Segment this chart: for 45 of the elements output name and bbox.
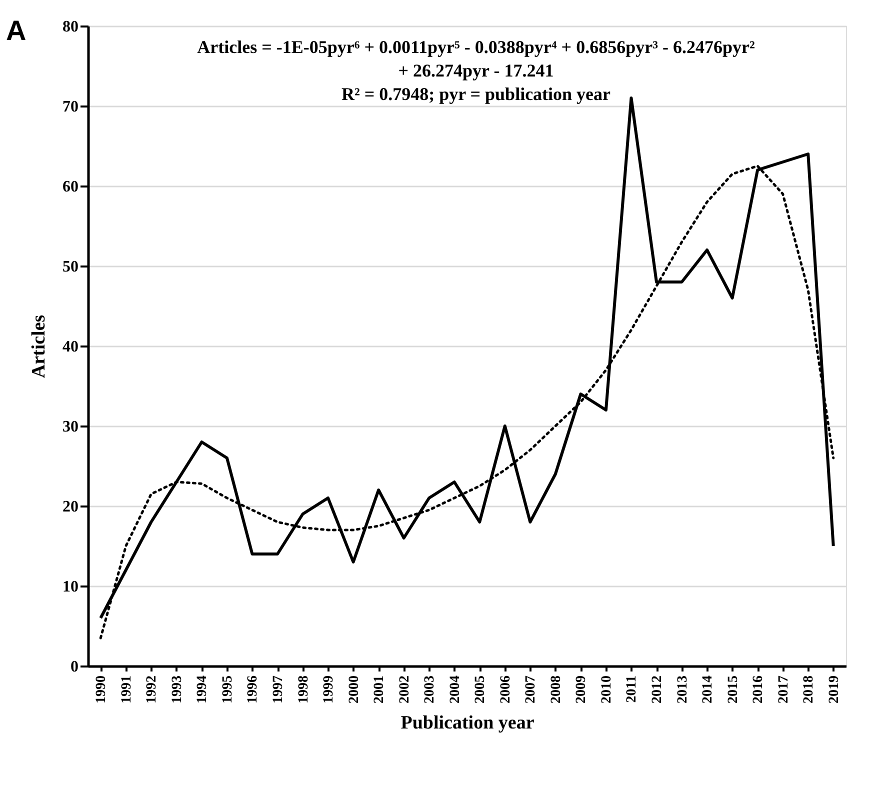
y-tick-label: 0 xyxy=(70,658,78,676)
x-tick-label: 1999 xyxy=(322,676,337,704)
x-tick-label: 2006 xyxy=(498,676,514,704)
annotation: Articles = -1E-05pyr⁶ + 0.0011pyr⁵ - 0.0388pyr⁴ + 0.6856pyr³ - 6.2476pyr² xyxy=(197,37,755,57)
y-tick-label: 40 xyxy=(62,338,78,356)
x-tick-label: 2009 xyxy=(574,676,590,704)
x-tick-label: 2012 xyxy=(650,676,665,704)
x-tick-label: 1992 xyxy=(144,676,160,704)
y-tick-label: 20 xyxy=(62,498,78,516)
y-tick-label: 30 xyxy=(62,418,78,436)
x-tick-label: 2008 xyxy=(548,676,564,704)
x-tick-label: 2001 xyxy=(372,676,388,704)
x-tick-label: 2002 xyxy=(397,676,412,704)
x-tick-label: 1998 xyxy=(296,676,312,704)
y-axis-title: Articles xyxy=(28,314,50,378)
x-tick-label: 2000 xyxy=(346,676,362,704)
x-tick-label: 2013 xyxy=(675,676,690,704)
y-tick-label: 10 xyxy=(62,578,78,596)
x-tick-label: 2018 xyxy=(802,676,817,704)
x-tick-label: 2003 xyxy=(422,676,438,704)
annotation: + 26.274pyr - 17.241 xyxy=(398,60,554,80)
x-tick-label: 2011 xyxy=(624,676,640,703)
x-tick-label: 2010 xyxy=(599,676,614,704)
x-tick-label: 2014 xyxy=(700,676,716,704)
x-tick-label: 1990 xyxy=(94,676,110,704)
x-tick-label: 2019 xyxy=(826,676,842,704)
x-tick-label: 2005 xyxy=(473,676,488,704)
x-tick-label: 1996 xyxy=(246,676,261,704)
x-tick-label: 2015 xyxy=(726,676,741,704)
x-tick-label: 2017 xyxy=(776,676,792,704)
x-tick-label: 2016 xyxy=(751,676,766,704)
x-axis-title: Publication year xyxy=(400,712,535,734)
x-tick-label: 1995 xyxy=(220,676,236,704)
x-tick-label: 2007 xyxy=(524,676,539,704)
text: A xyxy=(6,15,26,46)
y-tick-label: 50 xyxy=(62,258,78,276)
x-tick-label: 1991 xyxy=(119,676,134,704)
y-tick-label: 80 xyxy=(62,18,78,36)
x-tick-label: 2004 xyxy=(448,676,463,704)
y-tick-label: 70 xyxy=(62,98,78,116)
x-tick-label: 1997 xyxy=(271,676,286,704)
x-tick-label: 1994 xyxy=(195,676,210,704)
annotation: R² = 0.7948; pyr = publication year xyxy=(341,84,611,104)
y-tick-label: 60 xyxy=(62,178,78,196)
x-tick-label: 1993 xyxy=(170,676,185,704)
